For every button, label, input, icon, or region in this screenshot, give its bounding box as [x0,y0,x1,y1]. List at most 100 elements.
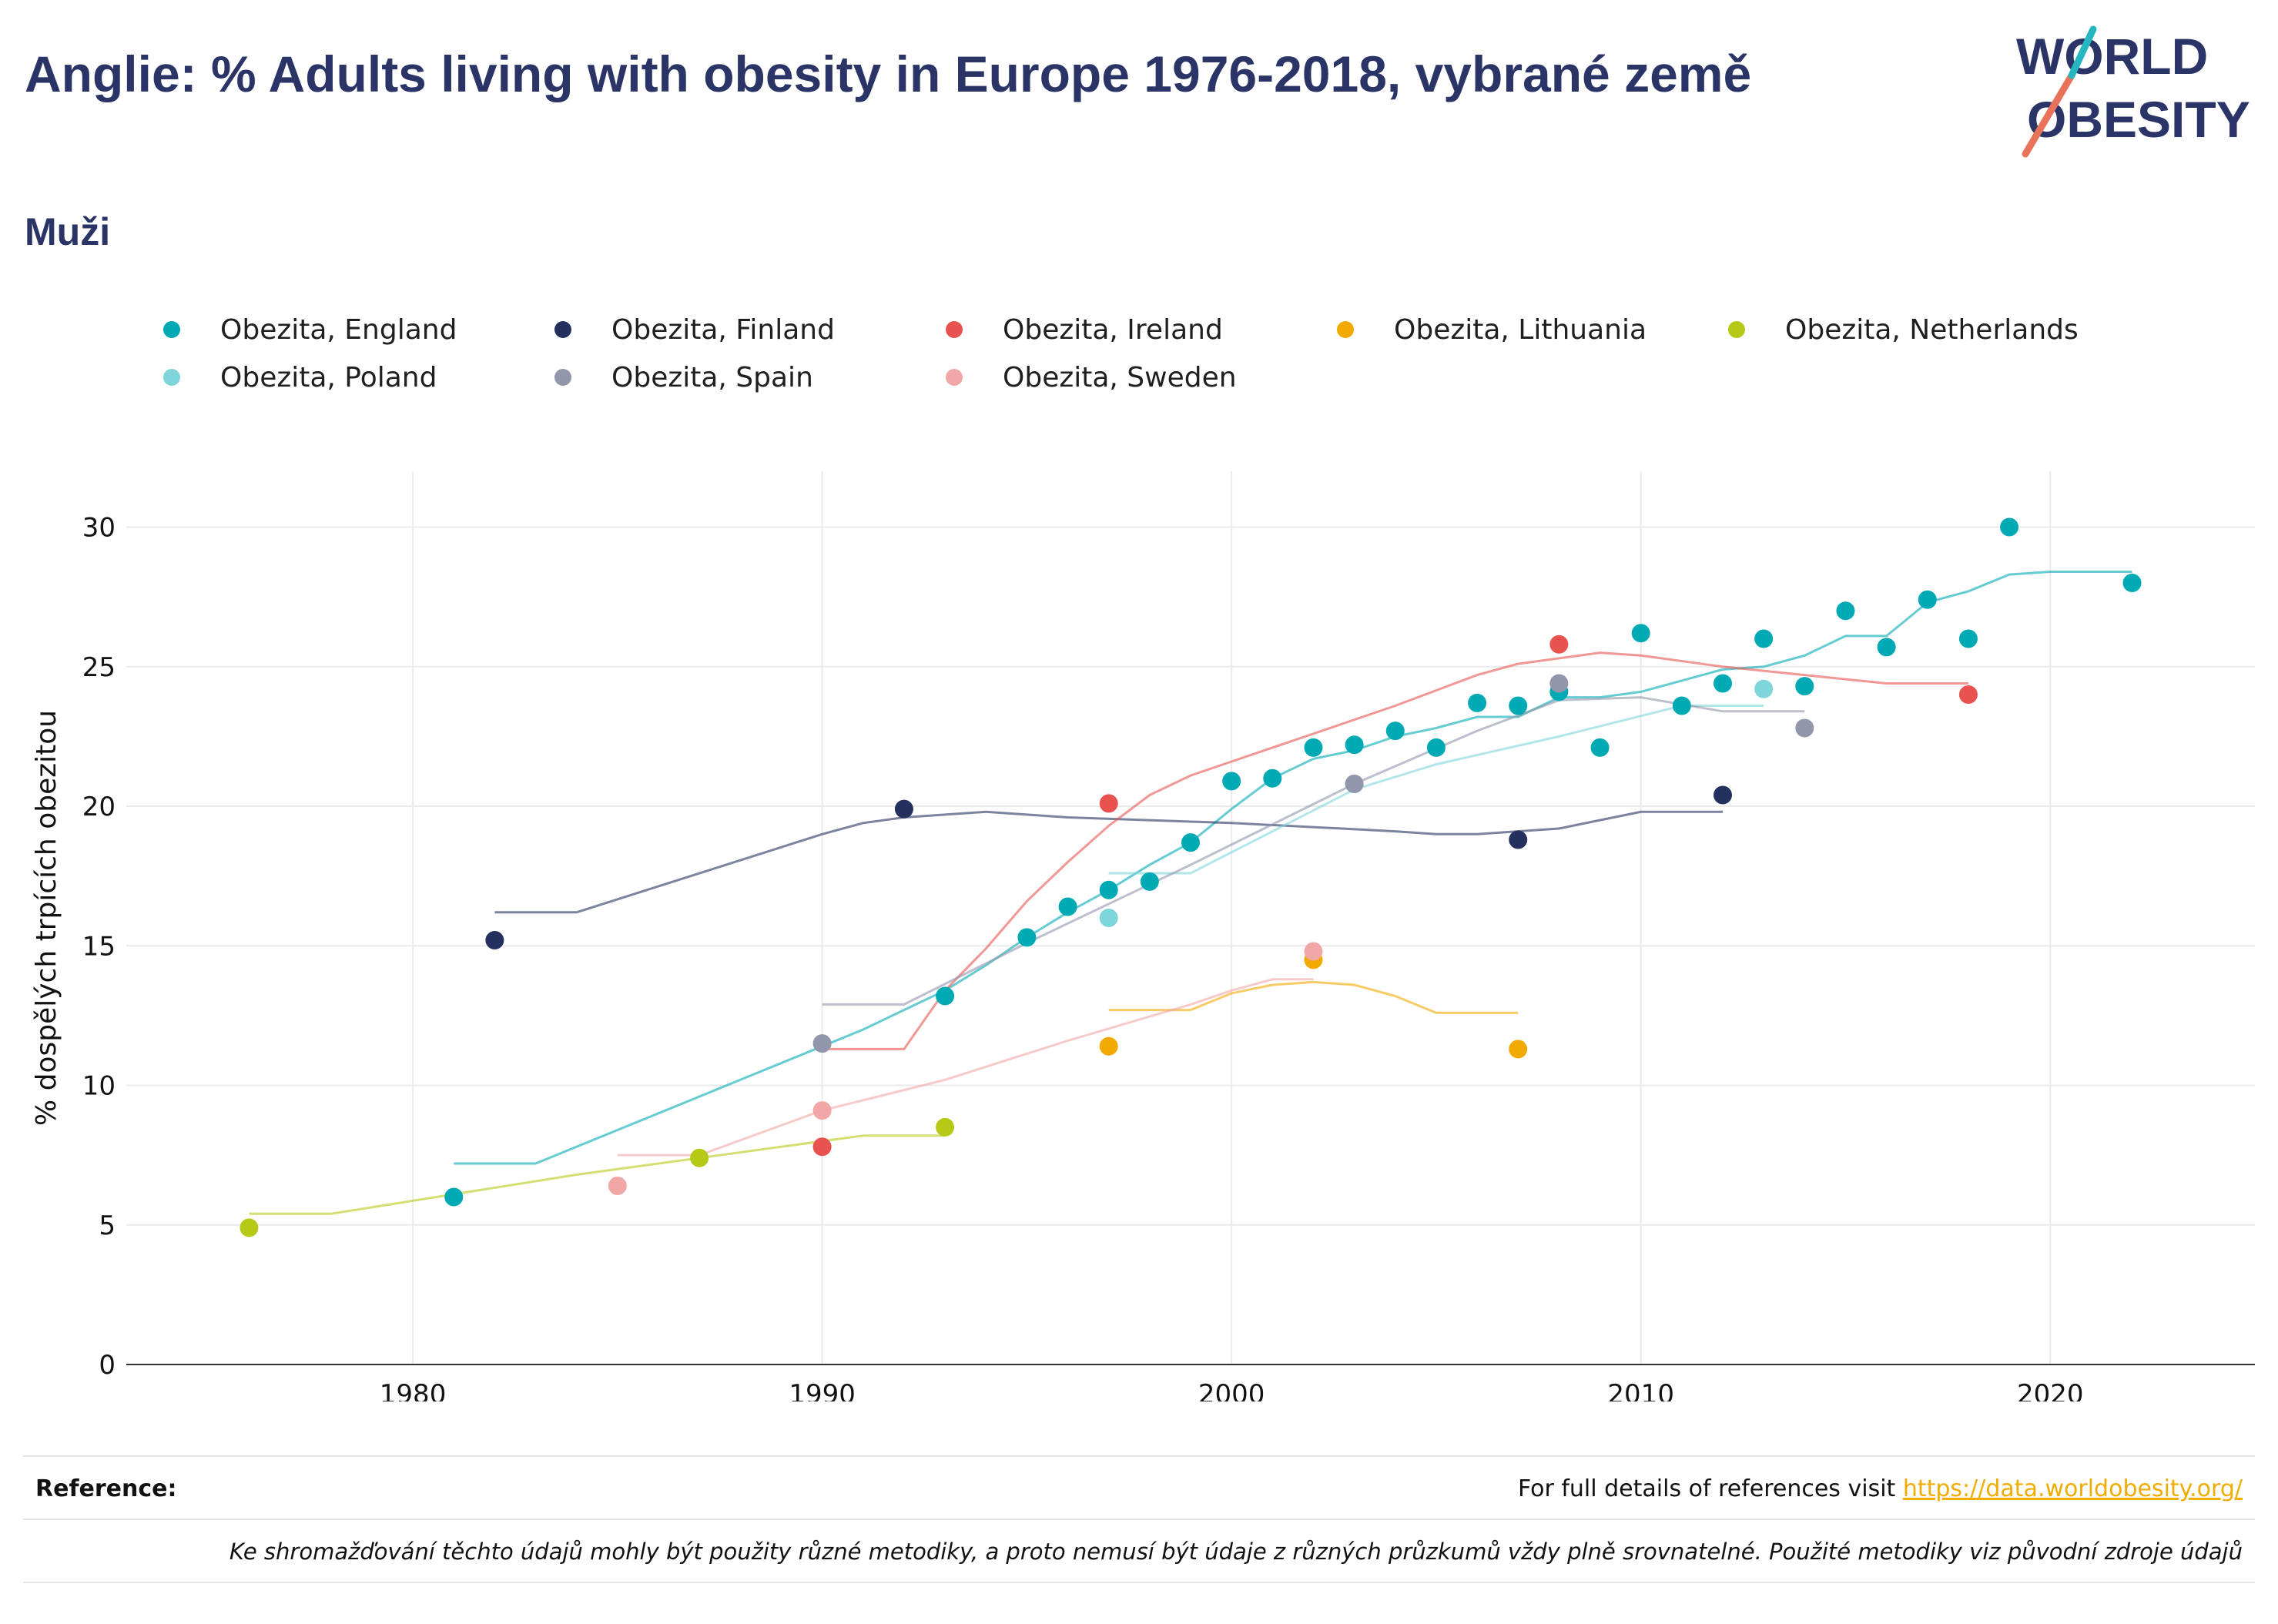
data-point [1222,772,1241,791]
data-point [1263,768,1282,788]
data-point [1345,775,1364,793]
legend-dot-england [163,321,180,338]
legend-item-finland[interactable]: Obezita, Finland [545,308,835,351]
legend-item-ireland[interactable]: Obezita, Ireland [936,308,1223,351]
data-point [1549,635,1569,654]
legend-dot-ireland [946,321,963,338]
data-point [1099,909,1118,927]
data-point [1958,629,1978,648]
data-point [608,1177,627,1195]
data-point [1714,785,1732,805]
y-tick-label: 15 [82,931,116,962]
chart-title: Anglie: % Adults living with obesity in … [25,45,1752,102]
data-point [690,1148,709,1167]
obesity-chart: 1980 1990 2000 2010 2020 0 5 10 15 20 25 30 % dospěl… [31,471,2255,1401]
y-tick-label: 30 [82,513,116,544]
data-point [1754,629,1774,648]
x-tick-label: 1980 [380,1379,447,1401]
data-point [1631,624,1650,643]
data-point [1017,928,1037,947]
data-point [1714,674,1732,693]
y-tick-label: 10 [82,1071,116,1102]
data-point [1836,601,1855,621]
data-point [1795,677,1814,696]
trend-line [494,810,1723,914]
x-tick-label: 2020 [2017,1379,2084,1401]
world-obesity-logo: WORLD OBESITY [2016,25,2250,158]
data-point [812,1034,832,1053]
logo-line1: WORLD [2016,28,2208,85]
y-tick-label: 0 [99,1350,116,1381]
data-point [1099,1036,1118,1056]
data-point [1877,638,1896,657]
data-point [1958,685,1978,704]
data-point [1058,897,1077,916]
data-point [1304,942,1323,961]
legend-label-england: Obezita, England [220,313,457,346]
data-point [240,1218,259,1237]
data-point [1385,722,1405,741]
x-tick-label: 2010 [1607,1379,1674,1401]
logo-line2: OBESITY [2027,91,2250,148]
legend-dot-lithuania [1337,321,1354,338]
trend-line [1108,705,1764,875]
legend-dot-sweden [946,369,963,386]
legend-label-ireland: Obezita, Ireland [1003,313,1223,346]
data-point [1099,794,1118,813]
reference-text: For full details of references visit htt… [1518,1475,2243,1502]
legend-label-sweden: Obezita, Sweden [1003,361,1237,393]
trend-line [454,571,2132,1165]
data-point [2122,574,2142,592]
data-point [1140,872,1159,891]
legend-item-sweden[interactable]: Obezita, Sweden [936,356,1237,399]
reference-text-prefix: For full details of references visit [1517,1475,1896,1502]
reference-link[interactable]: https://data.worldobesity.org/ [1902,1475,2243,1502]
y-tick-label: 25 [82,652,116,683]
data-point [1918,590,1937,609]
data-point [2000,517,2019,537]
legend-dot-finland [554,321,571,338]
legend-label-poland: Obezita, Poland [220,361,437,393]
trend-line [617,978,1314,1157]
data-point [485,931,504,949]
data-point [1181,833,1200,852]
y-tick-label: 5 [99,1210,116,1241]
legend-item-england[interactable]: Obezita, England [154,308,457,351]
data-point [1509,696,1528,715]
trend-line [822,651,1968,1050]
data-point [1549,674,1569,693]
trend-line [1108,980,1519,1014]
legend-label-netherlands: Obezita, Netherlands [1785,313,2079,346]
footer-divider-middle [23,1519,2255,1520]
data-point [812,1137,832,1157]
legend-item-lithuania[interactable]: Obezita, Lithuania [1328,308,1647,351]
data-point [1304,738,1323,757]
logo-slash-red [2022,72,2075,158]
logo-slash-teal [2068,25,2097,79]
legend-item-netherlands[interactable]: Obezita, Netherlands [1719,308,2079,351]
y-axis-label: % dospělých trpících obezitou [31,710,62,1126]
footer-divider-top [23,1455,2255,1457]
reference-label: Reference: [35,1475,177,1502]
data-point [936,1117,955,1137]
x-tick-label: 2000 [1198,1379,1265,1401]
legend-item-spain[interactable]: Obezita, Spain [545,356,813,399]
data-point [1468,693,1487,712]
data-point [1795,718,1814,738]
legend-item-poland[interactable]: Obezita, Poland [154,356,437,399]
footer-divider-bottom [23,1582,2255,1583]
legend-label-finland: Obezita, Finland [611,313,835,346]
data-point [1590,738,1610,757]
chart-subtitle: Muži [25,210,111,253]
legend-dot-poland [163,369,180,386]
data-point [812,1101,832,1120]
y-tick-label: 20 [82,792,116,822]
methodology-note: Ke shromažďování těchto údajů mohly být … [229,1539,2243,1565]
data-point [1509,830,1528,849]
data-point [1754,679,1774,698]
legend-label-spain: Obezita, Spain [611,361,813,393]
data-point [1345,735,1364,755]
legend-dot-spain [554,369,571,386]
trend-line [249,1134,946,1215]
data-point [444,1187,464,1207]
